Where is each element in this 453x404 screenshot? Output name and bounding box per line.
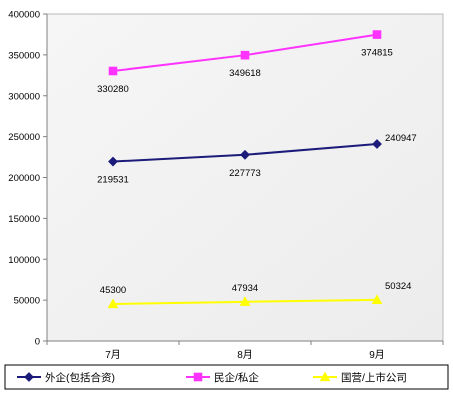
y-tick-label: 300000 (8, 91, 40, 102)
series-3-point (107, 298, 119, 309)
series-3-legend-marker (319, 371, 331, 382)
series-3-data-label: 50324 (385, 281, 411, 292)
series-3-legend-label: 国营/上市公司 (341, 371, 407, 384)
y-tick-label: 100000 (8, 255, 40, 266)
y-tick-label: 50000 (14, 296, 40, 307)
series-1-point (240, 149, 250, 160)
series-2-point (372, 30, 382, 39)
x-tick-label: 8月 (237, 349, 253, 361)
series-3-data-label: 45300 (100, 285, 126, 296)
series-1-data-label: 240947 (385, 133, 417, 144)
y-tick-label: 350000 (8, 50, 40, 61)
y-tick-label: 0 (35, 337, 40, 348)
series-1-point (372, 139, 382, 149)
y-tick-label: 200000 (8, 173, 40, 184)
y-tick-label: 250000 (8, 132, 40, 143)
y-tick-label: 150000 (8, 214, 40, 225)
series-1-legend-label: 外企(包括合资) (45, 371, 115, 384)
series-3-point (371, 294, 383, 304)
legend-box (4, 364, 449, 390)
series-3-data-label: 47934 (232, 283, 258, 294)
series-1-legend-marker (24, 372, 34, 382)
series-2-data-label: 374815 (361, 48, 393, 59)
series-2-point (240, 50, 250, 60)
series-2-legend-marker (193, 372, 203, 382)
y-tick-label: 400000 (8, 10, 40, 21)
series-2-point (108, 66, 118, 76)
series-1-data-label: 219531 (97, 175, 129, 186)
x-tick-label: 7月 (105, 349, 121, 361)
series-2-legend-label: 民企/私企 (214, 371, 259, 384)
series-1-point (108, 156, 118, 167)
series-1-data-label: 227773 (229, 168, 261, 179)
series-2-data-label: 330280 (97, 84, 129, 95)
series-2-data-label: 349618 (229, 68, 261, 79)
series-3-point (239, 296, 251, 306)
x-tick-label: 9月 (369, 349, 385, 361)
